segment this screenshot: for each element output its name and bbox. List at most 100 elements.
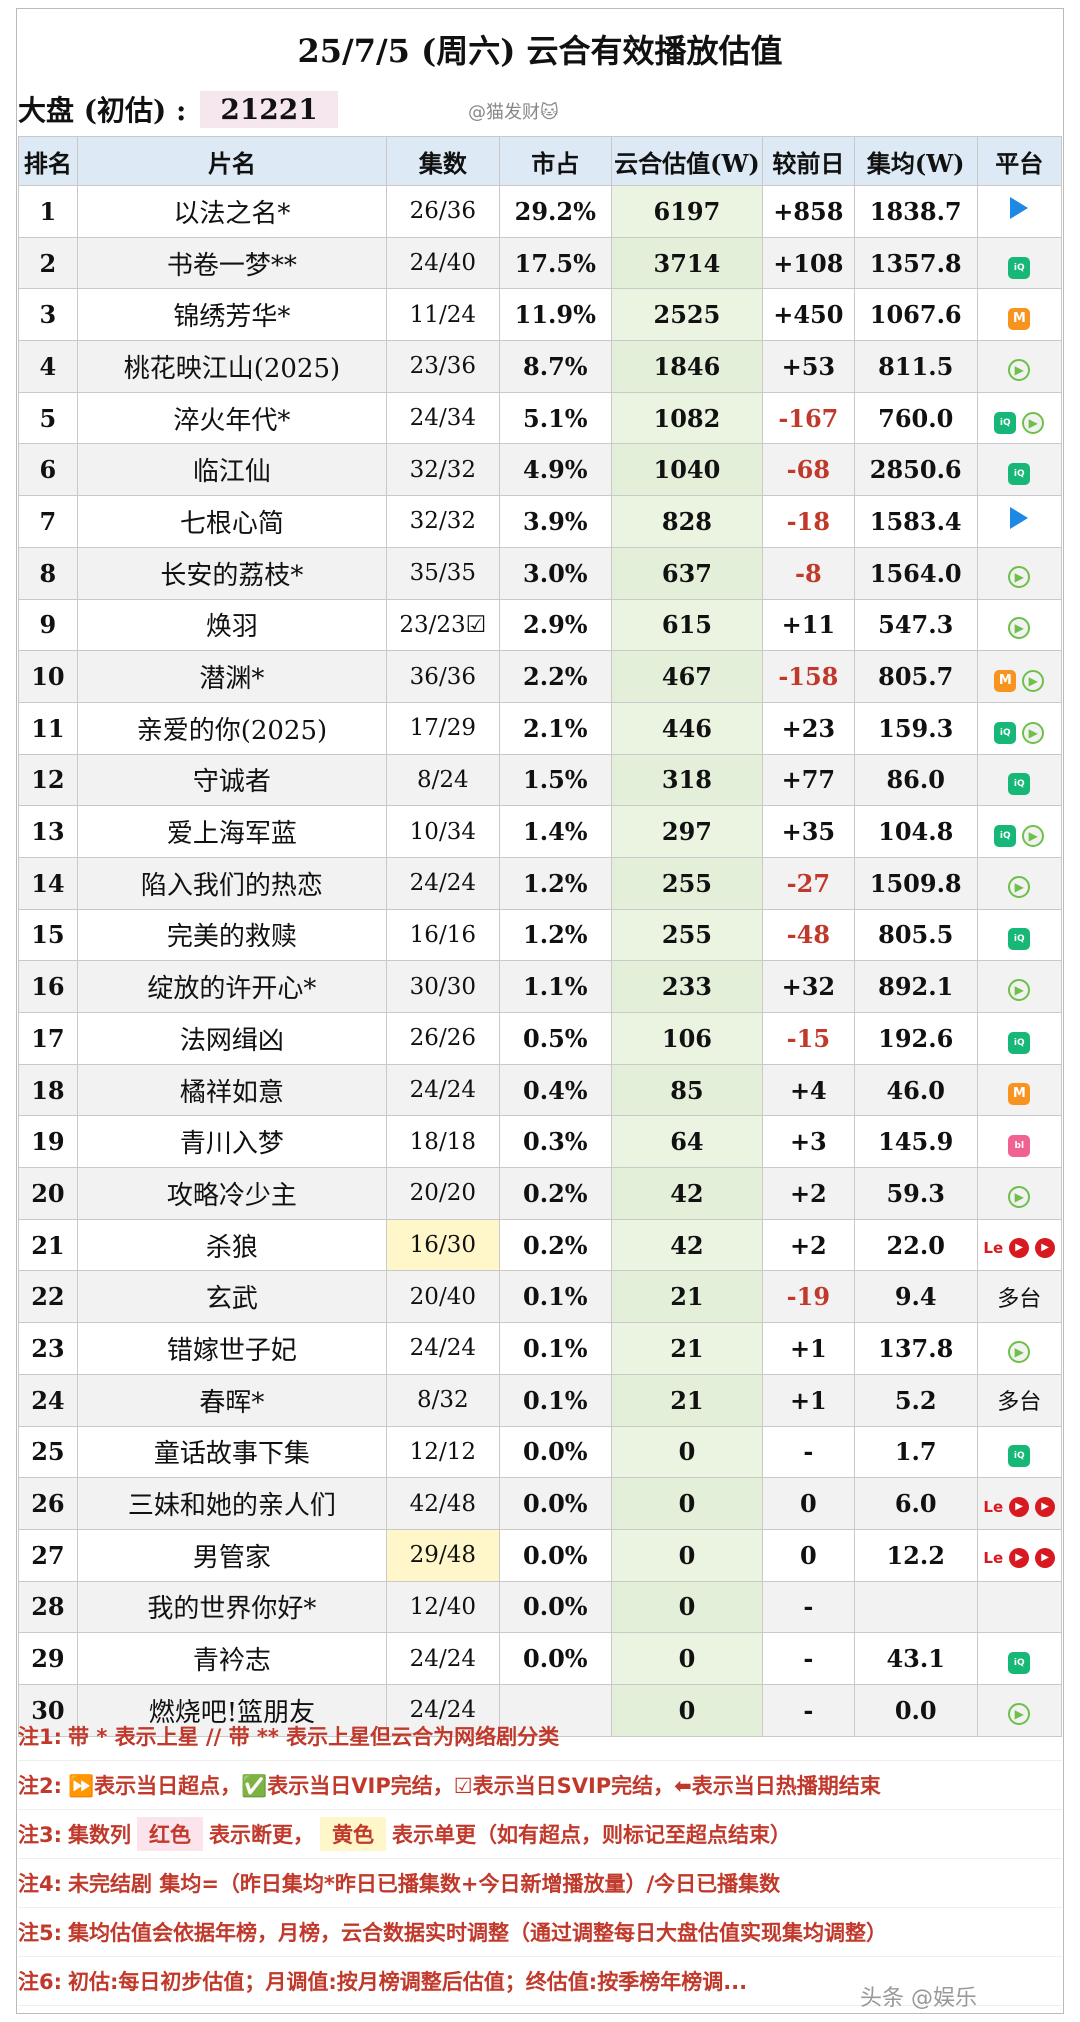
platform-cell: ▶ — [976, 1167, 1063, 1220]
episodes-cell: 12/40 — [386, 1580, 500, 1634]
note-4: 注4: 未完结剧 集均=（昨日集均*昨日已播集数+今日新增播放量）/今日已播集数 — [18, 1859, 1062, 1908]
note-3: 注3: 集数列 红色 表示断更， 黄色 表示单更（如有超点，则标记至超点结束） — [18, 1810, 1062, 1859]
red-icon: ▶ — [1035, 1238, 1056, 1259]
episodes-cell: 36/36 — [386, 650, 500, 703]
change-cell: +4 — [761, 1063, 855, 1117]
platform-cell: ▶ — [976, 340, 1063, 393]
youku-icon: ▶ — [1008, 1185, 1031, 1208]
platform-icons: M — [1008, 307, 1031, 330]
platform-cell: ▶ — [976, 960, 1063, 1013]
platform-cell: ▶ — [976, 598, 1063, 652]
name-cell: 以法之名* — [76, 185, 388, 238]
change-cell: +23 — [761, 701, 855, 755]
avg-cell: 760.0 — [853, 391, 978, 445]
platform-cell: 多台 — [976, 1373, 1063, 1427]
estimate-cell: 64 — [611, 1115, 763, 1169]
table-row: 12 守诚者 8/24 1.5% 318 +77 86.0 iQ — [18, 753, 1063, 807]
table-row: 19 青川入梦 18/18 0.3% 64 +3 145.9 bl — [18, 1115, 1063, 1169]
table-row: 28 我的世界你好* 12/40 0.0% 0- — [18, 1580, 1063, 1634]
avg-cell: 1067.6 — [853, 288, 978, 342]
name-cell: 三妹和她的亲人们 — [76, 1477, 388, 1530]
estimate-cell: 42 — [611, 1218, 763, 1272]
estimate-cell: 1846 — [611, 340, 763, 393]
note-1: 注1: 带 * 表示上星 // 带 ** 表示上星但云合为网络剧分类 — [18, 1712, 1062, 1761]
table-row: 9 焕羽 23/23☑ 2.9% 615 +11 547.3 ▶ — [18, 598, 1063, 652]
avg-cell: 137.8 — [853, 1322, 978, 1375]
change-cell: +53 — [761, 340, 855, 393]
header-change: 较前日 — [761, 136, 855, 186]
estimate-cell: 3714 — [611, 236, 763, 290]
estimate-cell: 0 — [611, 1477, 763, 1530]
youku-icon: ▶ — [1022, 721, 1045, 744]
bili-icon: bl — [1008, 1135, 1031, 1158]
episodes-cell: 23/36 — [386, 340, 500, 393]
estimate-cell: 318 — [611, 753, 763, 807]
share-cell: 0.0% — [498, 1425, 613, 1479]
avg-cell — [853, 1580, 978, 1634]
estimate-cell: 2525 — [611, 288, 763, 342]
platform-cell: ▶ — [976, 856, 1063, 910]
share-cell: 17.5% — [498, 236, 613, 290]
platform-icons: iQ — [1008, 1652, 1031, 1675]
table-row: 16 绽放的许开心* 30/30 1.1% 233 +32 892.1 ▶ — [18, 960, 1063, 1013]
change-cell: +1 — [761, 1322, 855, 1375]
name-cell: 潜渊* — [76, 650, 388, 703]
estimate-cell: 467 — [611, 650, 763, 703]
avg-cell: 104.8 — [853, 805, 978, 858]
platform-cell: iQ — [976, 908, 1063, 962]
table-row: 3 锦绣芳华* 11/24 11.9% 2525 +450 1067.6 M — [18, 288, 1063, 342]
name-cell: 守诚者 — [76, 753, 388, 807]
name-cell: 桃花映江山(2025) — [76, 340, 388, 393]
episodes-cell: 12/12 — [386, 1425, 500, 1479]
change-cell: +3 — [761, 1115, 855, 1169]
youku-icon: ▶ — [1008, 358, 1031, 381]
red-icon: ▶ — [1009, 1548, 1030, 1569]
platform-cell: iQ — [976, 1632, 1063, 1685]
watermark-top: @猫发财🐱 — [468, 102, 559, 123]
table-row: 25 童话故事下集 12/12 0.0% 0-1.7 iQ — [18, 1425, 1063, 1479]
change-cell: +32 — [761, 960, 855, 1013]
platform-cell: iQ — [976, 1425, 1063, 1479]
platform-icons: iQ — [1008, 256, 1031, 279]
table-row: 10 潜渊* 36/36 2.2% 467 -158 805.7 M ▶ — [18, 650, 1063, 703]
red-icon: ▶ — [1035, 1496, 1056, 1517]
platform-cell: M — [976, 288, 1063, 342]
table-row: 26 三妹和她的亲人们 42/48 0.0% 0 0 6.0 Le ▶ ▶ — [18, 1477, 1063, 1530]
header-share: 市占 — [498, 136, 613, 186]
watermark-bottom: 头条 @娱乐 — [860, 1986, 977, 2011]
avg-cell: 547.3 — [853, 598, 978, 652]
market-total: 大盘 (初估) : 21221 — [18, 88, 338, 130]
note-5: 注5: 集均估值会依据年榜，月榜，云合数据实时调整（通过调整每日大盘估值实现集均调… — [18, 1908, 1062, 1957]
change-cell: -8 — [761, 546, 855, 600]
episodes-cell: 18/18 — [386, 1115, 500, 1169]
avg-cell: 9.4 — [853, 1270, 978, 1324]
platform-icons: ▶ — [1008, 875, 1031, 898]
table-row: 30 燃烧吧!篮朋友 24/24 0-0.0 ▶ — [18, 1683, 1063, 1737]
youku-icon: ▶ — [1008, 617, 1031, 640]
episodes-cell: 24/40 — [386, 236, 500, 290]
avg-cell: 1.7 — [853, 1425, 978, 1479]
name-cell: 亲爱的你(2025) — [76, 701, 388, 755]
change-cell: -68 — [761, 443, 855, 497]
youku-icon: ▶ — [1008, 1340, 1031, 1363]
rank-cell: 21 — [18, 1218, 78, 1272]
estimate-cell: 85 — [611, 1063, 763, 1117]
estimate-cell: 615 — [611, 598, 763, 652]
platform-cell: ▶ — [976, 1322, 1063, 1375]
rank-cell: 17 — [18, 1012, 78, 1065]
youku-icon: ▶ — [1022, 411, 1045, 434]
le-icon: Le — [983, 1497, 1004, 1516]
avg-cell: 145.9 — [853, 1115, 978, 1169]
platform-icons: M ▶ — [994, 669, 1045, 692]
note-6: 注6: 初估:每日初步估值；月调值:按月榜调整后估值；终估值:按季榜年榜调... — [18, 1957, 1062, 2006]
rank-cell: 4 — [18, 340, 78, 393]
platform-icons: ▶ — [1008, 565, 1031, 588]
share-cell: 3.0% — [498, 546, 613, 600]
episodes-cell: 24/24 — [386, 1632, 500, 1685]
avg-cell: 1357.8 — [853, 236, 978, 290]
name-cell: 淬火年代* — [76, 391, 388, 445]
episodes-cell: 17/29 — [386, 701, 500, 755]
rank-cell: 19 — [18, 1115, 78, 1169]
rank-cell: 20 — [18, 1167, 78, 1220]
platform-icons — [1010, 197, 1029, 220]
